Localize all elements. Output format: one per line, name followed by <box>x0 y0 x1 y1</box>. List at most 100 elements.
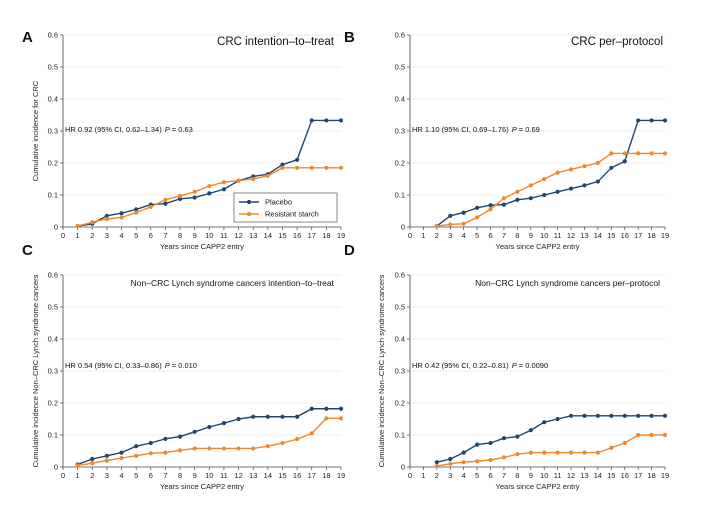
x-tick-label: 19 <box>661 471 669 480</box>
data-point-placebo <box>636 413 641 418</box>
x-tick-label: 2 <box>90 231 94 240</box>
y-tick-label: 0.3 <box>48 127 58 136</box>
data-point-starch <box>475 215 480 220</box>
data-point-starch <box>338 165 344 170</box>
panel-title: CRC intention–to–treat <box>217 36 335 48</box>
data-point-placebo <box>555 189 560 194</box>
series-line-starch <box>436 152 665 227</box>
data-point-placebo <box>501 436 507 441</box>
data-point-starch <box>104 458 109 463</box>
data-point-placebo <box>309 118 314 123</box>
x-tick-label: 4 <box>462 231 466 240</box>
x-tick-label: 10 <box>205 231 213 240</box>
data-point-placebo <box>515 197 520 202</box>
data-point-placebo <box>192 195 197 200</box>
data-point-placebo <box>595 179 600 184</box>
x-axis-title: Years since CAPP2 entry <box>496 482 580 491</box>
y-tick-label: 0.6 <box>395 31 405 40</box>
y-tick-label: 0.4 <box>395 95 405 104</box>
legend-label-placebo: Placebo <box>265 198 292 207</box>
data-point-starch <box>163 197 168 202</box>
data-point-starch <box>609 151 614 156</box>
x-tick-label: 12 <box>234 231 242 240</box>
x-tick-label: 11 <box>220 231 228 240</box>
x-tick-label: 8 <box>515 471 519 480</box>
panel-a: 00.10.20.30.40.50.60 1 2 3 4 5 6 7 8 9 10 11 12 13 14 1… <box>22 29 345 251</box>
x-tick-label: 5 <box>134 471 138 480</box>
y-tick-label: 0.5 <box>48 63 58 72</box>
data-point-starch <box>221 446 227 451</box>
data-point-starch <box>207 446 212 451</box>
data-point-placebo <box>622 413 627 418</box>
data-point-starch <box>568 450 574 455</box>
y-tick-label: 0.6 <box>395 271 405 280</box>
data-point-starch <box>488 457 493 463</box>
data-point-placebo <box>134 444 139 449</box>
x-tick-label: 0 <box>408 471 412 480</box>
data-point-starch <box>662 151 668 156</box>
x-tick-label: 1 <box>76 471 80 480</box>
y-tick-label: 0.3 <box>395 127 405 136</box>
x-tick-label: 0 <box>61 471 65 480</box>
legend-box <box>233 192 338 223</box>
data-point-starch <box>119 455 124 461</box>
data-point-placebo <box>295 157 300 162</box>
p-label: P <box>512 125 517 134</box>
hr-annotation: HR 0.92 (95% CI, 0.62–1.34) P = 0.63 <box>65 125 193 134</box>
panel-title: Non–CRC Lynch syndrome cancers intention… <box>131 278 335 288</box>
data-point-starch <box>280 440 285 446</box>
data-point-placebo <box>90 456 95 462</box>
data-point-placebo <box>475 442 480 447</box>
x-tick-label: 12 <box>234 471 242 480</box>
data-point-starch <box>636 432 641 438</box>
data-point-starch <box>649 151 654 156</box>
data-point-starch <box>236 446 241 451</box>
data-point-starch <box>104 216 109 222</box>
data-point-starch <box>582 164 587 169</box>
x-tick-label: 3 <box>105 231 109 240</box>
data-point-placebo <box>609 165 614 170</box>
data-point-starch <box>662 432 668 438</box>
x-tick-label: 12 <box>567 231 575 240</box>
data-point-placebo <box>104 213 109 218</box>
x-tick-label: 3 <box>448 471 452 480</box>
data-point-placebo <box>515 434 520 439</box>
x-tick-label: 13 <box>580 231 588 240</box>
x-tick-label: 18 <box>647 231 655 240</box>
x-tick-label: 9 <box>529 471 533 480</box>
data-point-placebo <box>622 159 627 164</box>
x-tick-label: 0 <box>408 231 412 240</box>
p-value: = 0.63 <box>172 125 193 134</box>
data-point-starch <box>265 444 270 449</box>
x-tick-label: 13 <box>249 231 257 240</box>
data-point-placebo <box>582 183 587 188</box>
data-point-placebo <box>280 414 285 419</box>
data-point-starch <box>163 450 168 455</box>
data-point-placebo <box>104 453 109 458</box>
data-point-starch <box>236 178 241 183</box>
x-tick-label: 15 <box>607 231 615 240</box>
data-point-starch <box>515 189 520 194</box>
y-tick-label: 0.1 <box>395 191 405 200</box>
x-tick-label: 2 <box>435 471 439 480</box>
x-tick-label: 14 <box>264 231 272 240</box>
y-tick-label: 0 <box>54 463 58 472</box>
data-point-starch <box>309 165 314 170</box>
hr-value: HR 0.92 (95% CI, 0.62–1.34) <box>65 125 162 134</box>
data-point-placebo <box>338 118 344 123</box>
data-point-starch <box>251 176 256 182</box>
x-tick-label: 15 <box>607 471 615 480</box>
x-tick-label: 19 <box>661 231 669 240</box>
data-point-starch <box>555 450 560 455</box>
data-point-starch <box>609 445 614 450</box>
panel-b: 00.10.20.30.40.50.60 1 2 3 4 5 6 7 8 9 10 11 12 13 14 1… <box>344 29 669 251</box>
x-tick-label: 19 <box>337 471 345 480</box>
y-axis-title: Cumulative incidence Non–CRC Lynch syndr… <box>377 274 386 467</box>
data-point-starch <box>90 220 95 225</box>
x-tick-label: 5 <box>134 231 138 240</box>
y-tick-label: 0.2 <box>395 399 405 408</box>
data-point-starch <box>295 437 300 442</box>
x-axis-title: Years since CAPP2 entry <box>496 242 580 251</box>
data-point-starch <box>251 446 256 451</box>
